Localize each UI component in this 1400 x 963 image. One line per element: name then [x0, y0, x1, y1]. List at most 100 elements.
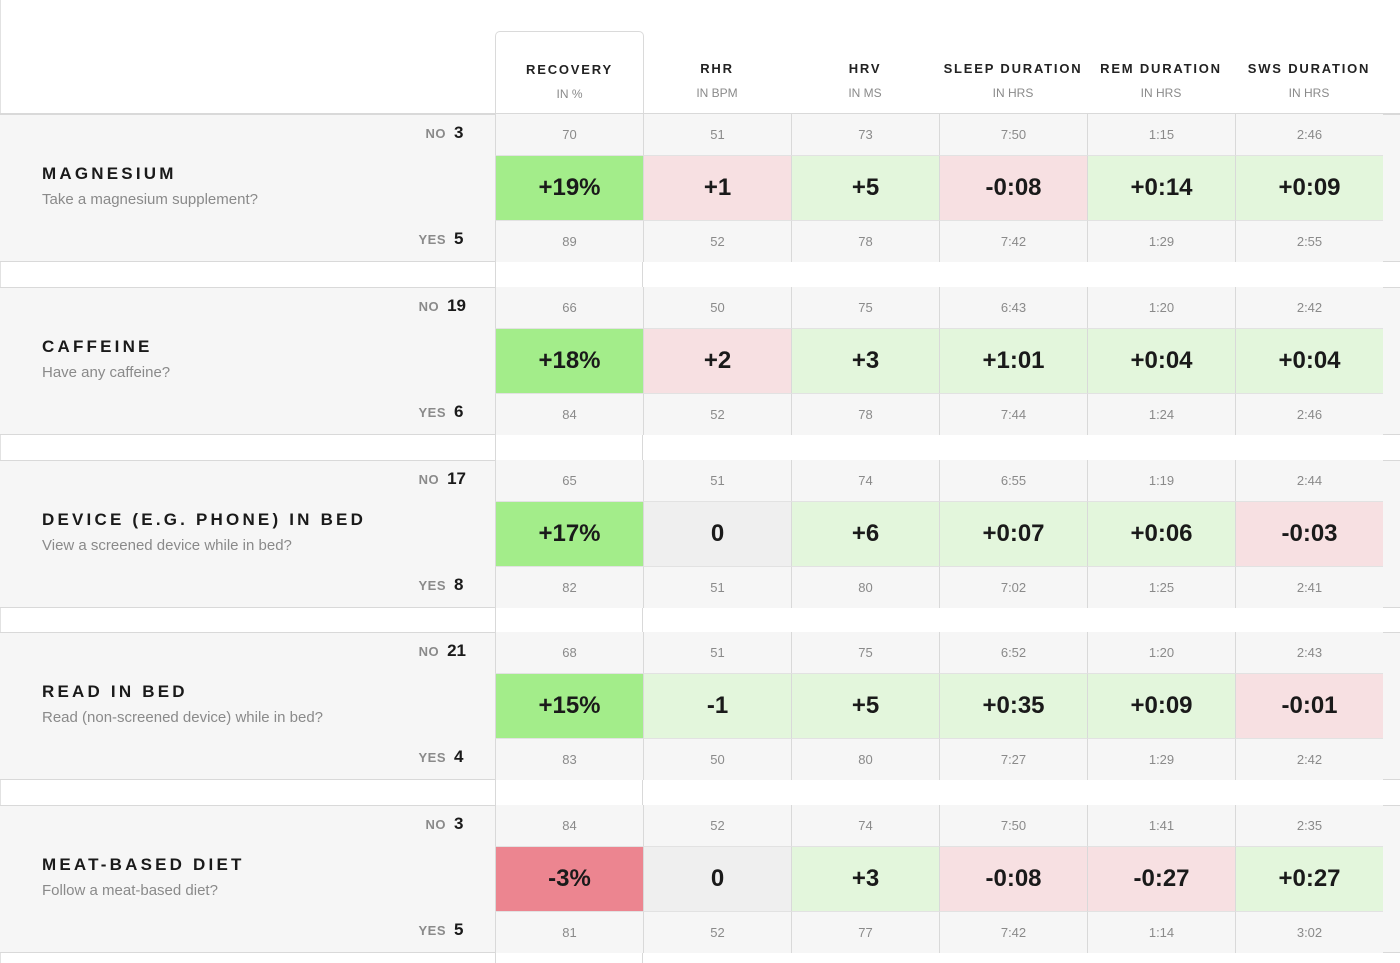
difference-cell[interactable]: +15% — [495, 673, 643, 739]
difference-cell[interactable]: +2 — [643, 328, 791, 394]
difference-cell[interactable]: +1 — [643, 155, 791, 221]
yes-value-cell: 50 — [643, 739, 791, 780]
no-value-cell: 73 — [791, 114, 939, 155]
yes-count: YES 5 — [418, 920, 466, 940]
difference-cell[interactable]: +5 — [791, 155, 939, 221]
no-value-cell: 2:42 — [1235, 287, 1383, 328]
column-header-rem-duration[interactable]: REM DURATION IN HRS — [1087, 0, 1235, 114]
yes-value-cell: 7:02 — [939, 567, 1087, 608]
difference-cell[interactable]: 0 — [643, 846, 791, 912]
no-label: NO — [418, 472, 440, 487]
recovery-column-tail — [495, 953, 643, 963]
behavior-row-caffeine[interactable]: CAFFEINE Have any caffeine? NO 19 YES 6 66 +18%… — [0, 287, 1400, 435]
difference-cell[interactable]: -0:03 — [1235, 501, 1383, 567]
no-value-cell: 51 — [643, 114, 791, 155]
yes-value-cell: 89 — [495, 221, 643, 262]
no-count-value: 19 — [447, 296, 466, 315]
difference-cell[interactable]: -3% — [495, 846, 643, 912]
difference-cell[interactable]: 0 — [643, 501, 791, 567]
no-value-cell: 7:50 — [939, 805, 1087, 846]
yes-count-value: 8 — [454, 575, 464, 594]
difference-cell[interactable]: +3 — [791, 328, 939, 394]
difference-cell[interactable]: +3 — [791, 846, 939, 912]
difference-cell[interactable]: +0:04 — [1087, 328, 1235, 394]
yes-value-cell: 52 — [643, 912, 791, 953]
yes-value-cell: 1:14 — [1087, 912, 1235, 953]
yes-value-cell: 2:42 — [1235, 739, 1383, 780]
behavior-row-magnesium[interactable]: MAGNESIUM Take a magnesium supplement? NO 3… — [0, 114, 1400, 262]
no-value-cell: 6:43 — [939, 287, 1087, 328]
difference-cell[interactable]: -0:08 — [939, 846, 1087, 912]
difference-cell[interactable]: +6 — [791, 501, 939, 567]
no-value-cell: 68 — [495, 632, 643, 673]
column-header-unit: IN % — [556, 87, 583, 101]
difference-cell[interactable]: +17% — [495, 501, 643, 567]
behavior-row-read-in-bed[interactable]: READ IN BED Read (non-screened device) wh… — [0, 632, 1400, 780]
yes-value-cell: 1:29 — [1087, 221, 1235, 262]
difference-cell[interactable]: +0:27 — [1235, 846, 1383, 912]
yes-value-cell: 84 — [495, 394, 643, 435]
difference-cell[interactable]: +18% — [495, 328, 643, 394]
behavior-label: MAGNESIUM Take a magnesium supplement? — [42, 164, 258, 208]
yes-value-cell: 52 — [643, 394, 791, 435]
behavior-row-meat-based-diet[interactable]: MEAT-BASED DIET Follow a meat-based diet?… — [0, 805, 1400, 953]
difference-cell[interactable]: -0:01 — [1235, 673, 1383, 739]
no-label: NO — [418, 299, 440, 314]
behavior-title: CAFFEINE — [42, 337, 153, 356]
yes-label: YES — [418, 405, 446, 420]
no-count-value: 3 — [454, 123, 464, 142]
no-value-cell: 1:15 — [1087, 114, 1235, 155]
difference-cell[interactable]: -0:08 — [939, 155, 1087, 221]
difference-cell[interactable]: +0:09 — [1235, 155, 1383, 221]
yes-value-cell: 3:02 — [1235, 912, 1383, 953]
no-count: NO 3 — [426, 123, 467, 143]
no-value-cell: 2:46 — [1235, 114, 1383, 155]
column-header-sleep-duration[interactable]: SLEEP DURATION IN HRS — [939, 0, 1087, 114]
difference-cell[interactable]: +0:14 — [1087, 155, 1235, 221]
column-header-sws-duration[interactable]: SWS DURATION IN HRS — [1235, 0, 1383, 114]
difference-cell[interactable]: +0:35 — [939, 673, 1087, 739]
recovery-column-spacer — [495, 262, 643, 287]
difference-cell[interactable]: -1 — [643, 673, 791, 739]
no-count: NO 3 — [426, 814, 467, 834]
no-value-cell: 2:44 — [1235, 460, 1383, 501]
column-header-title: SLEEP DURATION — [943, 61, 1083, 76]
no-value-cell: 50 — [643, 287, 791, 328]
column-header-title: RHR — [700, 61, 734, 76]
difference-cell[interactable]: +0:09 — [1087, 673, 1235, 739]
column-header-unit: IN MS — [848, 86, 882, 100]
difference-cell[interactable]: +0:07 — [939, 501, 1087, 567]
difference-cell[interactable]: -0:27 — [1087, 846, 1235, 912]
difference-cell[interactable]: +1:01 — [939, 328, 1087, 394]
yes-value-cell: 2:55 — [1235, 221, 1383, 262]
no-value-cell: 2:35 — [1235, 805, 1383, 846]
behavior-label: DEVICE (E.G. PHONE) IN BED View a screene… — [42, 510, 366, 554]
no-count-value: 21 — [447, 641, 466, 660]
difference-cell[interactable]: +0:06 — [1087, 501, 1235, 567]
column-header-rhr[interactable]: RHR IN BPM — [643, 0, 791, 114]
difference-cell[interactable]: +0:04 — [1235, 328, 1383, 394]
difference-cell[interactable]: +19% — [495, 155, 643, 221]
yes-label: YES — [418, 750, 446, 765]
yes-value-cell: 7:42 — [939, 912, 1087, 953]
behavior-row-device-e-g-phone-in-bed[interactable]: DEVICE (E.G. PHONE) IN BED View a screene… — [0, 460, 1400, 608]
column-header-hrv[interactable]: HRV IN MS — [791, 0, 939, 114]
no-count-value: 17 — [447, 469, 466, 488]
no-value-cell: 1:41 — [1087, 805, 1235, 846]
no-value-cell: 84 — [495, 805, 643, 846]
no-value-cell: 75 — [791, 287, 939, 328]
difference-cell[interactable]: +5 — [791, 673, 939, 739]
yes-value-cell: 81 — [495, 912, 643, 953]
behavior-title: READ IN BED — [42, 682, 188, 701]
column-header-title: SWS DURATION — [1247, 61, 1371, 76]
behavior-label: MEAT-BASED DIET Follow a meat-based diet? — [42, 855, 245, 899]
column-header-unit: IN BPM — [696, 86, 738, 100]
column-header-unit: IN HRS — [992, 86, 1034, 100]
behavior-label: READ IN BED Read (non-screened device) wh… — [42, 682, 323, 726]
no-count: NO 21 — [419, 641, 466, 661]
no-value-cell: 7:50 — [939, 114, 1087, 155]
yes-value-cell: 2:41 — [1235, 567, 1383, 608]
yes-count: YES 5 — [418, 229, 466, 249]
no-count-value: 3 — [454, 814, 464, 833]
column-header-recovery[interactable]: RECOVERY IN % — [495, 31, 644, 115]
